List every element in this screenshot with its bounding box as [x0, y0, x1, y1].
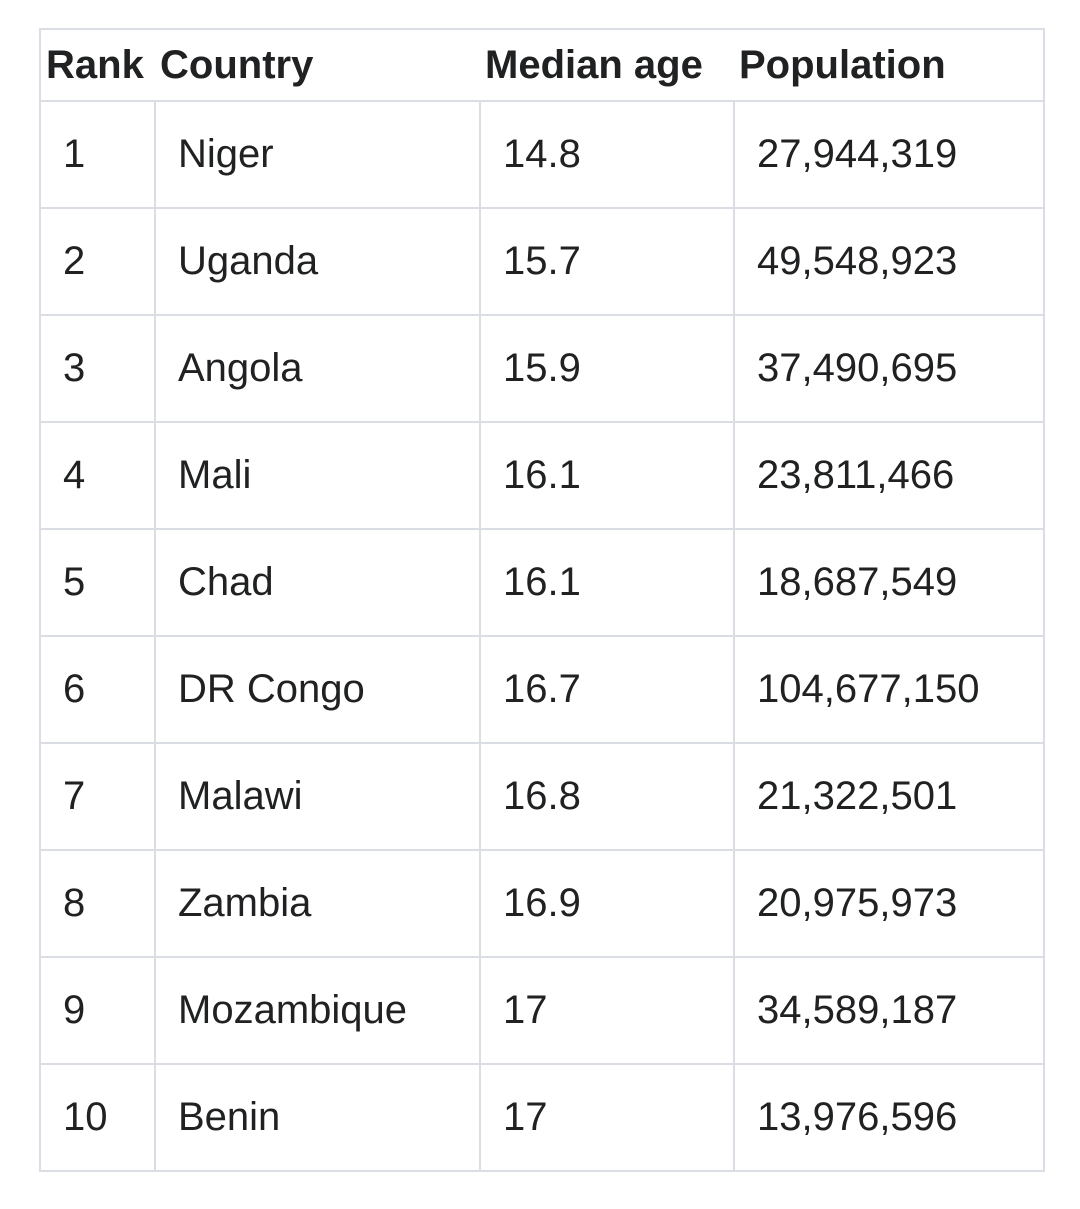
population-cell: 18,687,549 [733, 528, 1045, 637]
table-row: 4 Mali 16.1 23,811,466 [39, 421, 1045, 530]
median-age-cell: 16.1 [479, 421, 735, 530]
median-age-cell: 16.8 [479, 742, 735, 851]
table-row: 7 Malawi 16.8 21,322,501 [39, 742, 1045, 851]
population-cell: 21,322,501 [733, 742, 1045, 851]
population-cell: 20,975,973 [733, 849, 1045, 958]
rank-cell: 8 [39, 849, 156, 958]
median-age-cell: 15.9 [479, 314, 735, 423]
header-row: Rank Country Median age Population [39, 28, 1045, 102]
table-row: 6 DR Congo 16.7 104,677,150 [39, 635, 1045, 744]
population-cell: 104,677,150 [733, 635, 1045, 744]
median-age-cell: 16.9 [479, 849, 735, 958]
country-cell: Zambia [154, 849, 481, 958]
median-age-cell: 17 [479, 1063, 735, 1172]
header-country[interactable]: Country [155, 28, 480, 102]
header-population[interactable]: Population [734, 28, 1045, 102]
population-cell: 27,944,319 [733, 100, 1045, 209]
rank-cell: 2 [39, 207, 156, 316]
table-row: 5 Chad 16.1 18,687,549 [39, 528, 1045, 637]
rank-cell: 9 [39, 956, 156, 1065]
table-row: 3 Angola 15.9 37,490,695 [39, 314, 1045, 423]
header-median-age[interactable]: Median age [480, 28, 734, 102]
median-age-cell: 16.1 [479, 528, 735, 637]
median-age-cell: 15.7 [479, 207, 735, 316]
population-cell: 13,976,596 [733, 1063, 1045, 1172]
rank-cell: 1 [39, 100, 156, 209]
table-body: 1 Niger 14.8 27,944,319 2 Uganda 15.7 49,548,92… [39, 100, 1045, 1172]
table-row: 9 Mozambique 17 34,589,187 [39, 956, 1045, 1065]
median-age-cell: 14.8 [479, 100, 735, 209]
population-cell: 49,548,923 [733, 207, 1045, 316]
country-cell: Uganda [154, 207, 481, 316]
country-cell: Niger [154, 100, 481, 209]
rank-cell: 6 [39, 635, 156, 744]
population-cell: 37,490,695 [733, 314, 1045, 423]
median-age-cell: 16.7 [479, 635, 735, 744]
rank-cell: 5 [39, 528, 156, 637]
rank-cell: 3 [39, 314, 156, 423]
country-cell: Angola [154, 314, 481, 423]
country-cell: Benin [154, 1063, 481, 1172]
rank-cell: 10 [39, 1063, 156, 1172]
rank-cell: 4 [39, 421, 156, 530]
population-cell: 23,811,466 [733, 421, 1045, 530]
table-row: 8 Zambia 16.9 20,975,973 [39, 849, 1045, 958]
median-age-table: Rank Country Median age Population 1 Nige… [39, 28, 1045, 1172]
table-row: 2 Uganda 15.7 49,548,923 [39, 207, 1045, 316]
table-header: Rank Country Median age Population [39, 28, 1045, 102]
country-cell: Mali [154, 421, 481, 530]
median-age-cell: 17 [479, 956, 735, 1065]
country-cell: DR Congo [154, 635, 481, 744]
rank-cell: 7 [39, 742, 156, 851]
country-cell: Malawi [154, 742, 481, 851]
header-rank[interactable]: Rank [39, 28, 155, 102]
table-row: 1 Niger 14.8 27,944,319 [39, 100, 1045, 209]
population-cell: 34,589,187 [733, 956, 1045, 1065]
country-cell: Mozambique [154, 956, 481, 1065]
country-cell: Chad [154, 528, 481, 637]
table-row: 10 Benin 17 13,976,596 [39, 1063, 1045, 1172]
